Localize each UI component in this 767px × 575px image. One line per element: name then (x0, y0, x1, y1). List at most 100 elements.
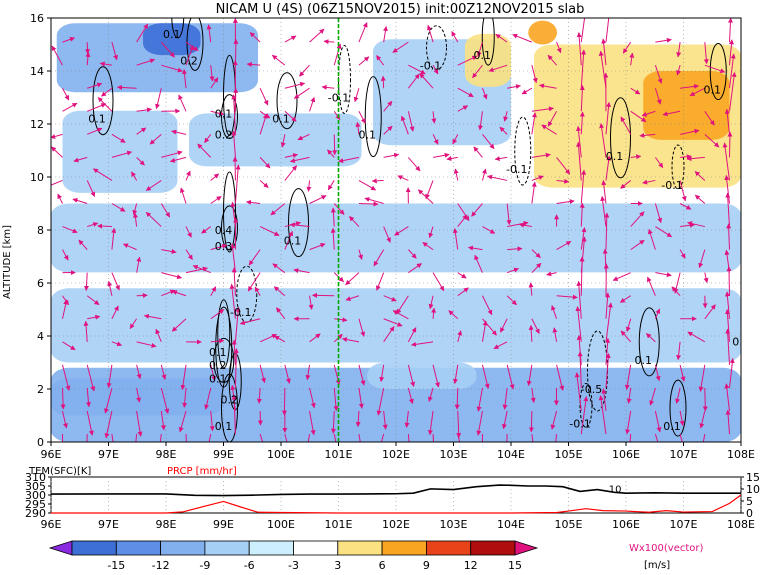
wind-vector (210, 286, 217, 296)
contour-line (221, 94, 238, 140)
wind-vector (380, 433, 385, 442)
wind-vector (446, 156, 458, 161)
wind-vector (476, 387, 483, 412)
wind-vector (407, 157, 421, 172)
contour-line (288, 188, 309, 258)
wind-vector (143, 313, 162, 320)
wind-vector (383, 152, 400, 158)
contour-label: 0.1 (209, 372, 227, 385)
wind-vector (481, 320, 488, 342)
wind-vector (259, 88, 269, 106)
contour-line (276, 72, 298, 130)
wind-vector (259, 157, 271, 169)
wind-vector (136, 157, 145, 166)
wind-vector (230, 243, 236, 273)
chart-title: NICAM U (4S) (06Z15NOV2015) init:00Z12NO… (216, 2, 585, 17)
wind-vector (358, 111, 366, 124)
wind-vector (725, 192, 731, 227)
wind-vector (407, 327, 417, 343)
wind-vector (333, 110, 341, 121)
wind-vector (246, 199, 261, 205)
wind-vector (629, 434, 632, 442)
wind-vector (704, 304, 716, 320)
wind-vector (284, 433, 288, 442)
ts-x-tick-label: 96E (41, 518, 62, 531)
wind-vector (551, 305, 558, 319)
wind-vector (259, 364, 266, 384)
wind-vector (457, 55, 478, 66)
wind-vector (234, 306, 241, 342)
contour-label: 0.1 (272, 113, 290, 126)
wind-vector (655, 272, 672, 278)
wind-vector (451, 31, 459, 43)
wind-vector (51, 146, 63, 158)
wind-vector (410, 341, 434, 347)
wind-vector (500, 318, 508, 333)
wind-vector (550, 410, 558, 430)
contour-label: -0.1 (230, 306, 251, 319)
wind-vector (271, 54, 286, 66)
wind-vector (702, 387, 708, 412)
wind-vector (161, 272, 183, 280)
wind-vector (375, 272, 385, 291)
contour-label: 0.1 (732, 335, 750, 348)
wind-vector (62, 249, 69, 261)
wind-vector (185, 170, 191, 181)
wind-vector (556, 240, 572, 251)
wind-vector (512, 33, 533, 43)
wind-vector (248, 249, 261, 266)
wind-vector (620, 330, 632, 343)
wind-vector (249, 32, 261, 43)
y-tick-label: 16 (30, 12, 44, 25)
contour-line (92, 66, 114, 136)
wind-vector (605, 337, 611, 365)
wind-vector (99, 61, 112, 67)
wind-vector (605, 302, 613, 342)
ts-left-tick-label: 305 (25, 480, 46, 493)
contour-label: 0.3 (215, 240, 233, 253)
wind-vector (605, 18, 610, 43)
wind-vector (231, 267, 237, 296)
wind-vector (104, 387, 113, 414)
wind-vector (256, 387, 262, 404)
wind-vector (598, 395, 607, 435)
colorbar-box (115, 540, 162, 556)
wind-vector (432, 272, 445, 292)
wind-vector (358, 387, 364, 409)
wind-vector (204, 134, 212, 144)
wind-vector (299, 64, 310, 77)
wind-vector (487, 174, 508, 181)
contour-line (221, 205, 238, 251)
wind-vector (699, 410, 706, 429)
wind-vector (605, 155, 612, 181)
y-tick-label: 0 (37, 436, 44, 449)
wind-vector (135, 434, 138, 442)
colorbar-tick-label: 12 (464, 559, 478, 572)
wind-vector (87, 127, 103, 135)
x-tick-label: 108E (727, 448, 755, 461)
wind-vector (556, 41, 562, 54)
wind-vector (698, 249, 706, 269)
contour-label: 0.1 (635, 354, 653, 367)
wind-vector (580, 236, 587, 273)
wind-vector (72, 198, 88, 204)
wind-vector (426, 24, 434, 43)
wind-vector (601, 180, 607, 204)
wind-vector (457, 287, 469, 297)
x-tick-label: 105E (555, 448, 583, 461)
wind-vector (546, 271, 557, 277)
wind-vector (62, 341, 76, 351)
wind-vector (57, 193, 63, 204)
wind-vector (206, 24, 212, 43)
main-x-axis: 96E 97E 98E 99E 100E 101E 102E 103E 104E 105E 106E… (41, 442, 755, 461)
wind-vector (432, 434, 435, 442)
wind-vector (155, 328, 162, 343)
ts-right-tick-label: 5 (746, 495, 753, 508)
wind-vector (425, 180, 434, 200)
wind-vector (284, 364, 291, 384)
wind-vector (309, 243, 326, 251)
wind-vector (239, 318, 261, 326)
wind-vector (376, 55, 385, 66)
colorbar-box (248, 540, 294, 556)
wind-vector (605, 353, 611, 388)
